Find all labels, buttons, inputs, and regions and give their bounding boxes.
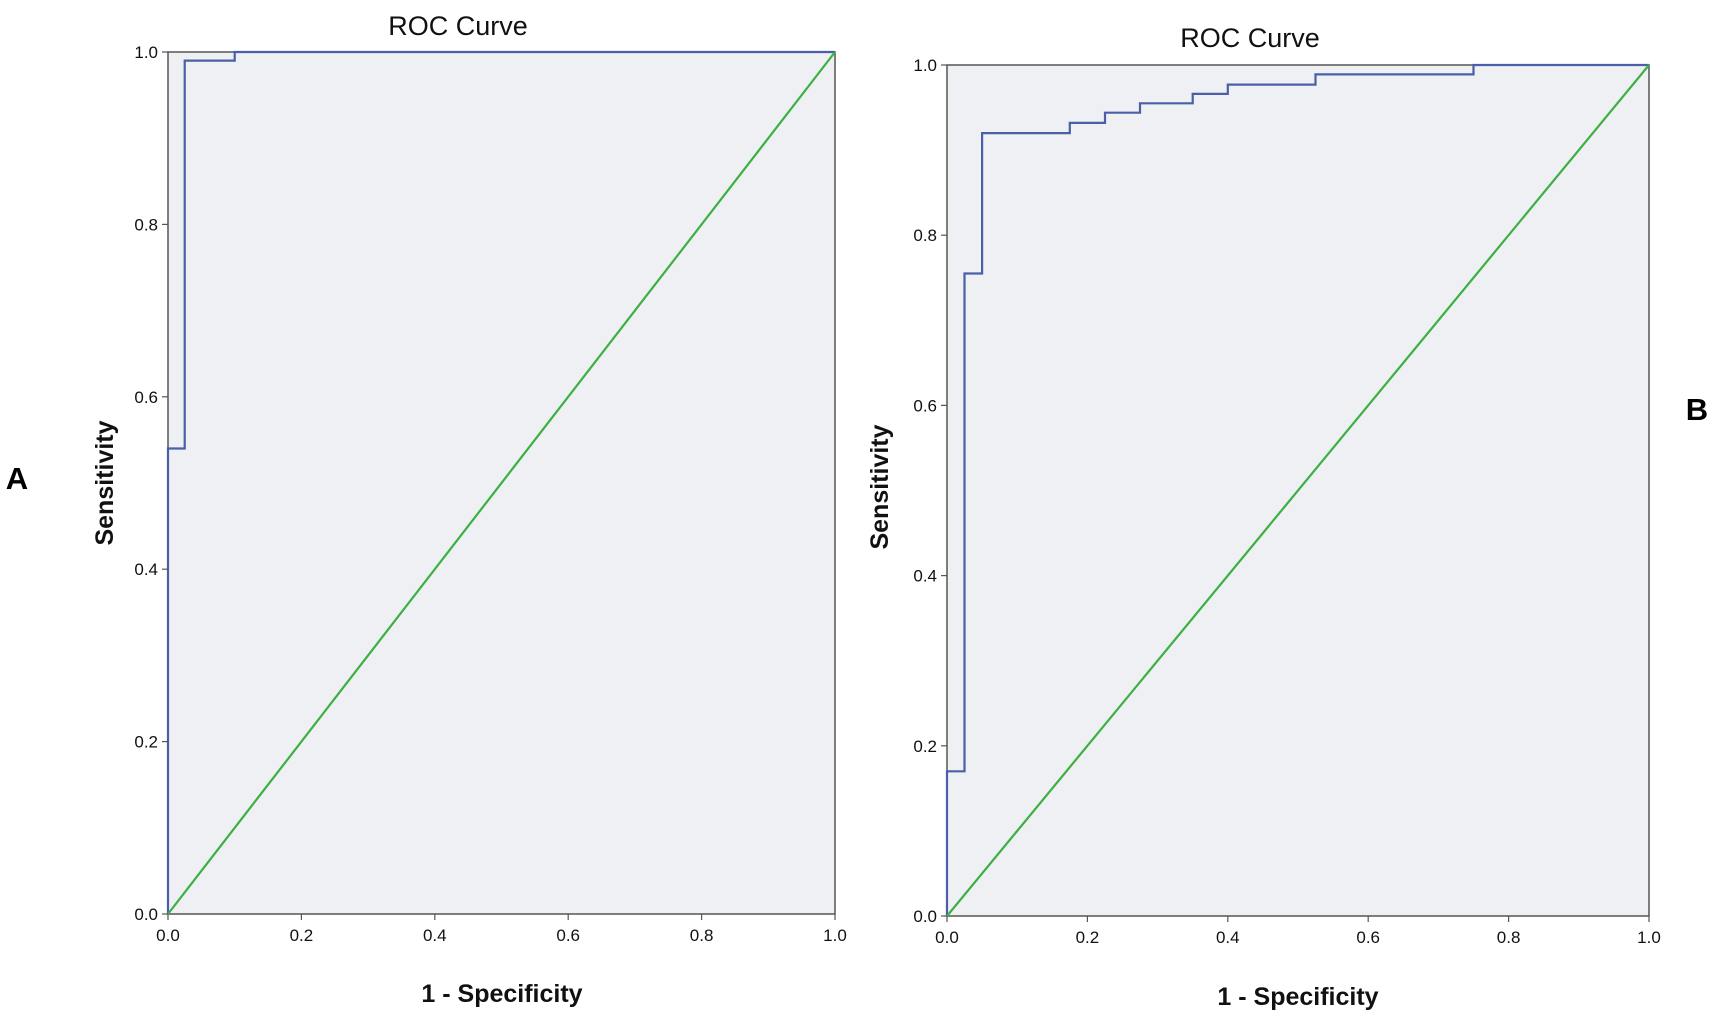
y-tick-label: 0.2 (913, 737, 937, 756)
y-tick-label: 0.0 (913, 907, 937, 926)
y-tick-label: 0.2 (134, 733, 158, 752)
roc-curve-line-a (166, 50, 835, 914)
reference-diagonal-line-a (167, 51, 836, 915)
x-axis-label-b: 1 - Specificity (1217, 983, 1378, 1011)
x-axis-label-a: 1 - Specificity (421, 980, 582, 1008)
x-tick-label: 0.0 (156, 926, 180, 945)
y-tick-label: 1.0 (913, 56, 937, 75)
reference-diagonal-line-b (946, 64, 1650, 917)
roc-curve-line-b (945, 63, 1649, 916)
ticks-b: 0.0 0.2 0.4 0.6 0.8 1.0 0.0 0.2 0.4 0.6 0.8 1.0 (913, 56, 1660, 947)
x-tick-label: 0.2 (1076, 928, 1100, 947)
x-tick-label: 1.0 (823, 926, 847, 945)
panel-b: 0.0 0.2 0.4 0.6 0.8 1.0 0.0 0.2 0.4 0.6 0.8 1.0 ROC… (866, 23, 1708, 1011)
chart-title-b: ROC Curve (1180, 23, 1320, 53)
y-tick-label: 0.4 (134, 560, 158, 579)
chart-title-a: ROC Curve (388, 11, 528, 41)
y-tick-label: 0.8 (134, 215, 158, 234)
x-tick-label: 0.8 (1497, 928, 1521, 947)
x-tick-label: 0.4 (423, 926, 447, 945)
panel-letter-a: A (6, 461, 28, 496)
curves-a (166, 50, 836, 915)
y-tick-label: 0.4 (913, 567, 937, 586)
y-tick-label: 1.0 (134, 43, 158, 62)
x-tick-label: 0.0 (935, 928, 959, 947)
y-tick-label: 0.0 (134, 905, 158, 924)
panel-letter-b: B (1686, 392, 1708, 427)
x-tick-label: 1.0 (1637, 928, 1661, 947)
curves-b (945, 63, 1650, 917)
x-tick-label: 0.6 (556, 926, 580, 945)
y-tick-label: 0.6 (134, 388, 158, 407)
x-tick-label: 0.8 (690, 926, 714, 945)
y-axis-label-b: Sensitivity (866, 424, 894, 549)
x-tick-label: 0.6 (1356, 928, 1380, 947)
y-tick-label: 0.8 (913, 226, 937, 245)
panel-a: 0.0 0.2 0.4 0.6 0.8 1.0 0.0 0.2 0.4 0.6 0.8 1.0 ROC… (6, 11, 847, 1008)
y-axis-label-a: Sensitivity (91, 420, 119, 545)
x-tick-label: 0.2 (290, 926, 314, 945)
x-tick-label: 0.4 (1216, 928, 1240, 947)
y-tick-label: 0.6 (913, 396, 937, 415)
ticks-a: 0.0 0.2 0.4 0.6 0.8 1.0 0.0 0.2 0.4 0.6 0.8 1.0 (134, 43, 846, 945)
